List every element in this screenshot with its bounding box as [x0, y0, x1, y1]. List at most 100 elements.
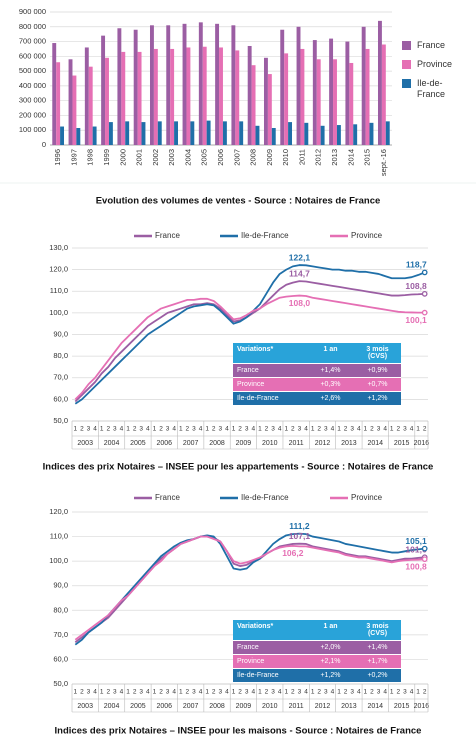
x-tick-label: 4	[172, 689, 176, 696]
x-group-label: 2016	[414, 703, 430, 710]
x-tick-label: 4	[120, 689, 124, 696]
series-line	[74, 294, 425, 401]
y-tick-label: 110,0	[50, 286, 68, 295]
x-group-label: 2004	[104, 440, 120, 447]
x-tick-label: 3	[350, 689, 354, 696]
y-tick-label: 70,0	[53, 373, 68, 382]
bar	[125, 121, 130, 145]
x-tick-label: 4	[278, 426, 282, 433]
x-tick-label: 4	[331, 689, 335, 696]
table-row: Province +0,3% +0,7%	[233, 377, 401, 391]
x-tick-label: 1	[284, 426, 288, 433]
table-row: Ile-de-France +2,6% +1,2%	[233, 391, 401, 405]
bar	[84, 47, 89, 145]
x-tick-label: 2002	[151, 149, 160, 166]
bar	[280, 29, 285, 145]
legend-label: Ile-de-France	[241, 231, 289, 240]
x-group-label: 2003	[77, 440, 93, 447]
x-tick-label: 2	[265, 689, 269, 696]
bar	[133, 29, 138, 145]
bar	[149, 25, 154, 145]
bar	[68, 59, 73, 145]
bar	[76, 128, 81, 145]
y-tick-label: 700 000	[19, 37, 46, 46]
x-tick-label: 2006	[216, 149, 225, 166]
x-tick-label: 2	[159, 689, 163, 696]
x-group-label: 2012	[315, 440, 331, 447]
table-cell: +1,4%	[320, 367, 341, 374]
y-tick-label: 200 000	[19, 110, 46, 119]
caption: Indices des prix Notaires – INSEE pour l…	[55, 726, 422, 737]
x-group-label: 2012	[315, 703, 331, 710]
bar	[121, 51, 126, 145]
x-tick-label: 3	[87, 689, 91, 696]
y-tick-label: 60,0	[53, 654, 68, 663]
x-tick-label: 1	[153, 689, 157, 696]
table-cell: +1,2%	[320, 672, 341, 679]
bar	[235, 50, 240, 145]
x-group-label: 2003	[77, 703, 93, 710]
x-group-label: 2016	[414, 440, 430, 447]
series-line	[74, 264, 426, 405]
x-tick-label: 4	[93, 426, 97, 433]
legend-swatch	[402, 60, 411, 69]
x-tick-label: 1	[337, 426, 341, 433]
bar	[304, 122, 309, 145]
x-tick-label: 1	[100, 426, 104, 433]
point-marker	[421, 556, 428, 563]
bar	[137, 51, 142, 145]
x-tick-label: 3	[166, 426, 170, 433]
bar	[336, 125, 341, 145]
x-tick-label: 3	[245, 426, 249, 433]
x-tick-label: 2012	[314, 149, 323, 166]
bar	[182, 23, 187, 146]
value-label: 101,6	[405, 544, 427, 554]
bar	[365, 48, 370, 145]
bar	[267, 74, 272, 145]
x-tick-label: 3	[166, 689, 170, 696]
value-label: 111,2	[289, 521, 310, 531]
bar	[385, 121, 390, 145]
x-tick-label: 4	[304, 426, 308, 433]
y-tick-label: 120,0	[49, 507, 68, 516]
value-label: 122,1	[289, 252, 311, 262]
bar	[271, 128, 276, 145]
y-tick-label: 100,0	[49, 556, 68, 565]
bar	[105, 57, 109, 145]
table-header: Variations* 1 an 3 mois (CVS)	[233, 342, 401, 363]
x-tick-label: 4	[199, 689, 203, 696]
x-tick-label: 4	[225, 426, 229, 433]
y-tick-label: 80,0	[53, 605, 68, 614]
header-cell: 3 mois (CVS)	[366, 346, 389, 360]
value-label: 108,0	[289, 298, 311, 308]
x-tick-label: 2	[238, 426, 242, 433]
x-tick-label: 2	[133, 689, 137, 696]
bar	[108, 122, 113, 145]
x-tick-label: 3	[87, 426, 91, 433]
table-cell: Province	[237, 658, 265, 665]
header-cell: Variations*	[237, 623, 274, 630]
y-tick-label: 300 000	[19, 96, 46, 105]
x-group-label: 2009	[236, 703, 252, 710]
x-tick-label: 1	[73, 426, 77, 433]
y-tick-label: 60,0	[53, 394, 68, 403]
x-tick-label: 4	[146, 426, 150, 433]
table-cell: +1,2%	[367, 395, 388, 402]
bar	[219, 47, 223, 145]
bar	[92, 126, 97, 145]
x-tick-label: 2	[344, 426, 348, 433]
table-cell: +0,3%	[320, 381, 341, 388]
x-group-label: 2006	[157, 703, 173, 710]
y-tick-label: 0	[42, 140, 46, 149]
legend-label: France	[155, 493, 180, 502]
x-tick-label: 4	[251, 689, 255, 696]
x-tick-label: 4	[383, 689, 387, 696]
bar	[239, 121, 244, 145]
bar	[215, 23, 220, 146]
x-tick-label: 3	[298, 426, 302, 433]
y-tick-label: 400 000	[19, 81, 46, 90]
bar	[288, 122, 293, 145]
bar	[316, 59, 321, 145]
table-row: Province +2,1% +1,7%	[233, 654, 401, 668]
x-tick-label: 3	[139, 689, 143, 696]
